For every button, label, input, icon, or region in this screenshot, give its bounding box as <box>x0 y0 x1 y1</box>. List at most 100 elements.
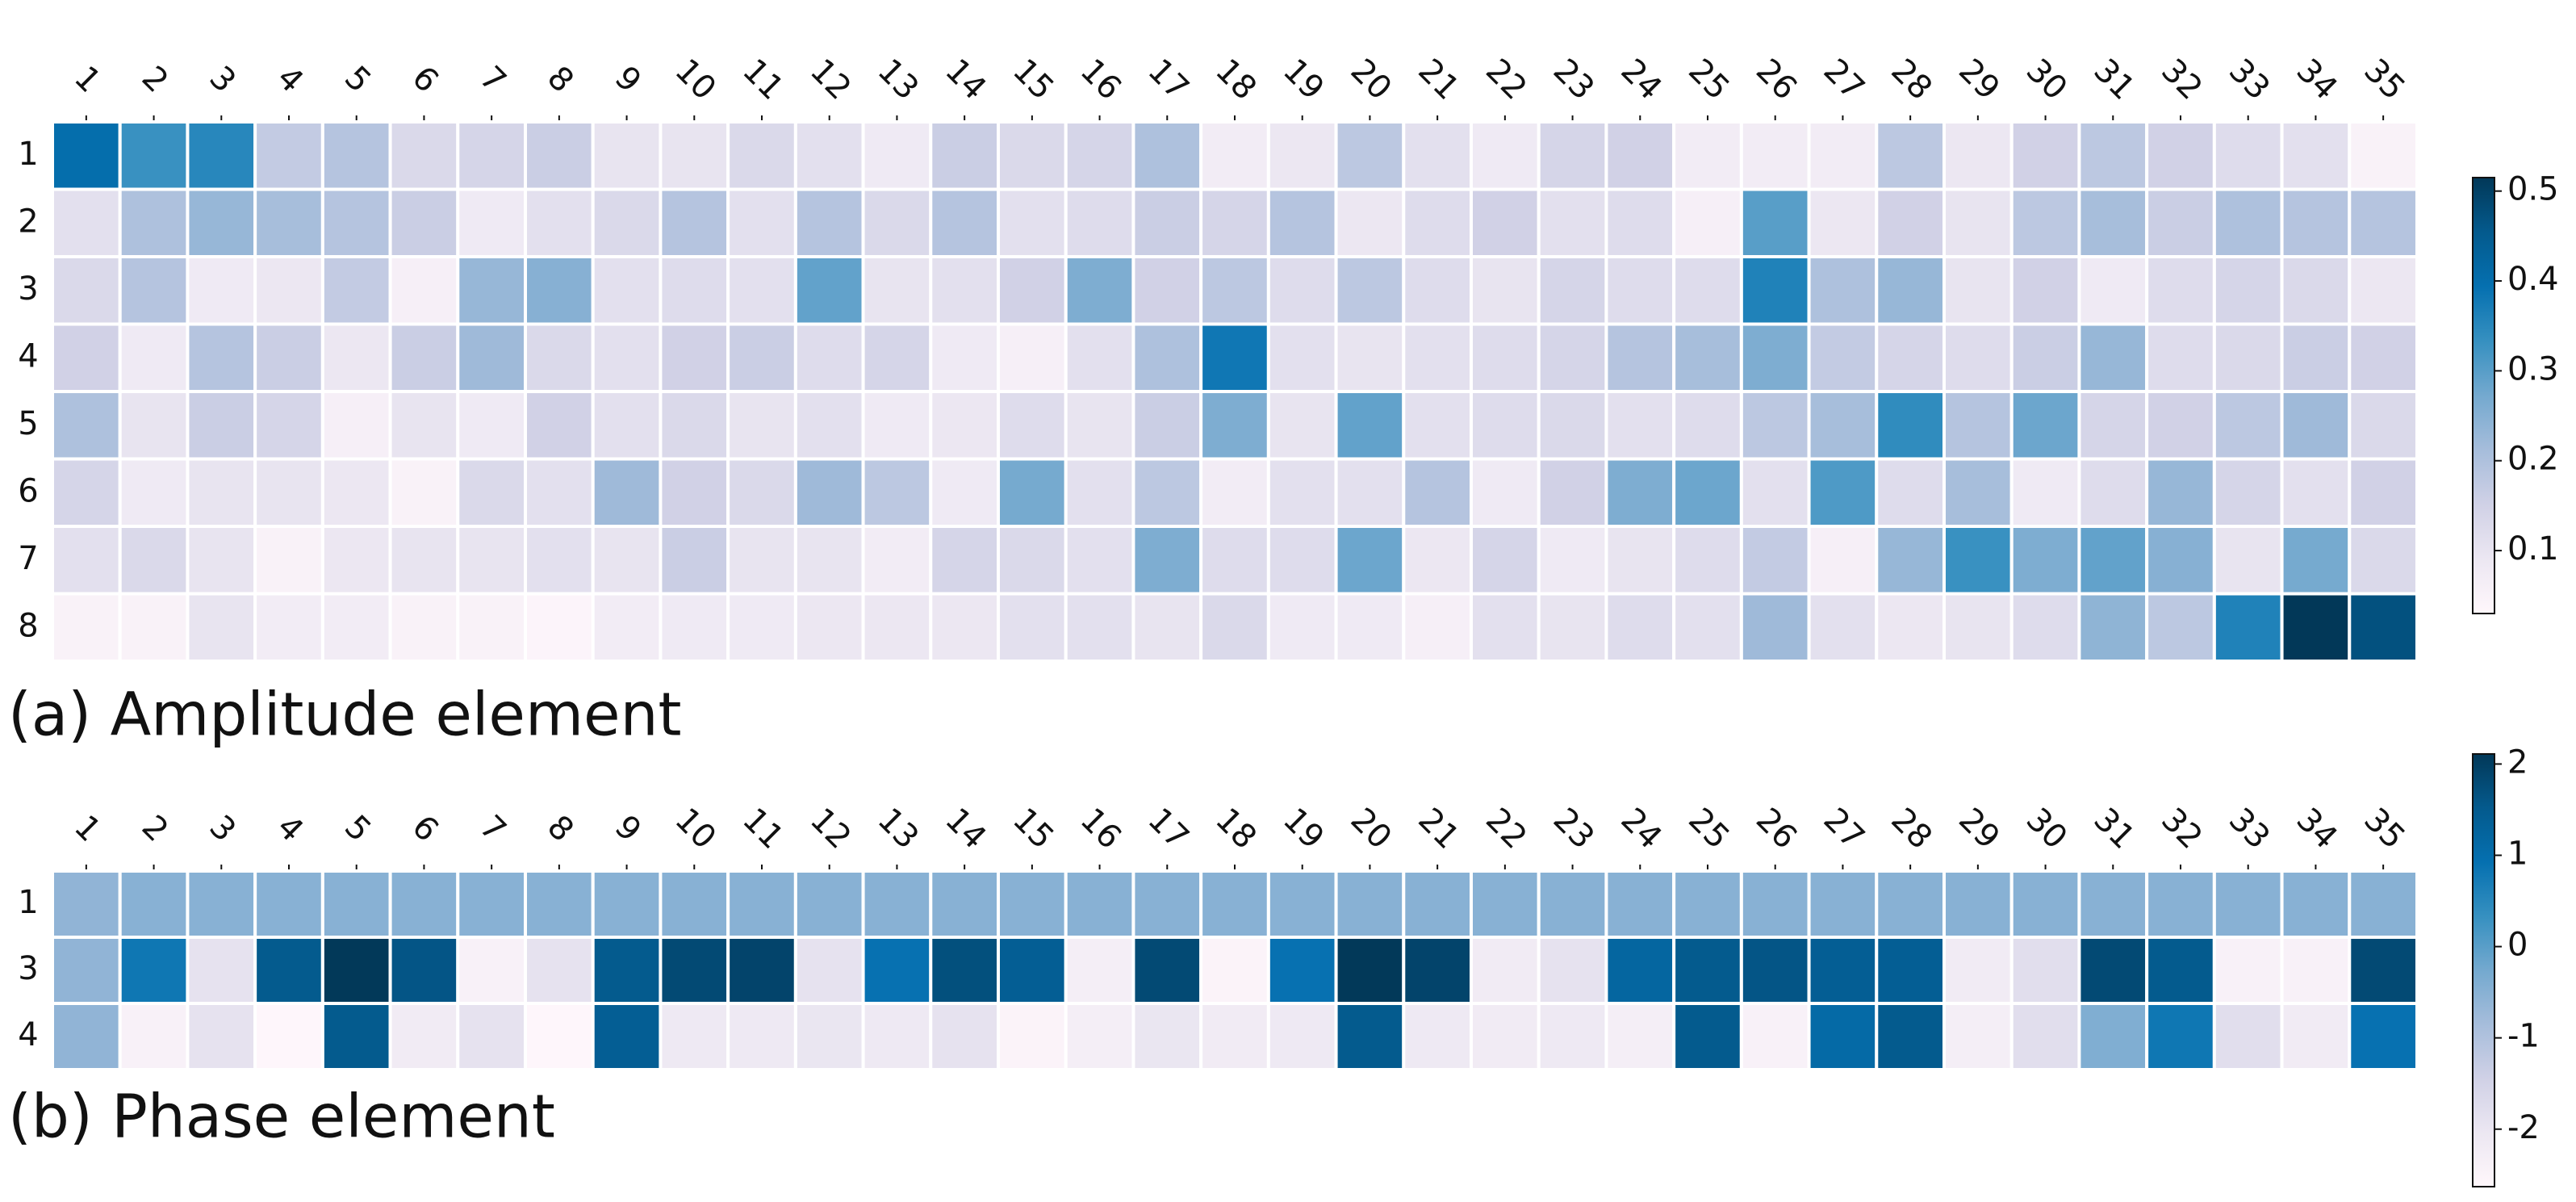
heatmap-cell <box>2145 120 2216 191</box>
heatmap-cell <box>2077 187 2149 258</box>
heatmap-cell <box>1942 457 2014 528</box>
heatmap-cell <box>2009 322 2081 393</box>
heatmap-cell <box>456 525 527 596</box>
heatmap-cell <box>1064 592 1135 663</box>
heatmap-cell <box>1604 1002 1676 1071</box>
heatmap-cell <box>1131 390 1203 461</box>
heatmap-cell <box>1604 390 1676 461</box>
heatmap-cell <box>1470 390 1541 461</box>
heatmap-cell <box>659 592 730 663</box>
heatmap-cell <box>1537 390 1608 461</box>
heatmap-cell <box>1537 869 1608 939</box>
column-label: 28 <box>1884 801 1939 856</box>
heatmap-cell <box>1672 322 1743 393</box>
heatmap-cell <box>1875 936 1946 1005</box>
heatmap-cell <box>2280 457 2352 528</box>
heatmap-cell <box>1875 255 1946 326</box>
heatmap-cell <box>793 322 865 393</box>
heatmap-cell <box>51 869 122 939</box>
heatmap-cell <box>1739 255 1811 326</box>
heatmap-cell <box>1064 525 1135 596</box>
heatmap-cell <box>1672 120 1743 191</box>
heatmap-cell <box>51 592 122 663</box>
heatmap-cell <box>1875 525 1946 596</box>
heatmap-cell <box>1672 525 1743 596</box>
heatmap-cell <box>1266 120 1338 191</box>
heatmap-cell <box>1470 120 1541 191</box>
column-label: 23 <box>1546 801 1602 856</box>
heatmap-cell <box>524 322 595 393</box>
heatmap-cell <box>524 457 595 528</box>
heatmap-cell <box>1131 592 1203 663</box>
column-label: 6 <box>405 808 446 849</box>
heatmap-cell <box>861 592 933 663</box>
heatmap-cell <box>2077 457 2149 528</box>
heatmap-cell <box>1807 255 1879 326</box>
heatmap-cell <box>2009 187 2081 258</box>
heatmap-cell <box>997 457 1068 528</box>
heatmap-cell <box>2212 1002 2284 1071</box>
heatmap-cell <box>2009 457 2081 528</box>
column-label: 32 <box>2154 801 2210 856</box>
heatmap-cell <box>1131 322 1203 393</box>
heatmap-cell <box>1672 869 1743 939</box>
column-label: 9 <box>608 808 649 849</box>
heatmap-cell <box>2077 592 2149 663</box>
heatmap-cell <box>1942 592 2014 663</box>
heatmap-cell <box>659 525 730 596</box>
heatmap-cell <box>793 390 865 461</box>
heatmap-cell <box>997 255 1068 326</box>
heatmap-cell <box>2212 322 2284 393</box>
heatmap-cell <box>456 592 527 663</box>
heatmap-cell <box>1334 1002 1406 1071</box>
heatmap-cell <box>1266 936 1338 1005</box>
heatmap-cell <box>861 187 933 258</box>
heatmap-cell <box>2348 255 2419 326</box>
heatmap-cell <box>1739 322 1811 393</box>
heatmap-cell <box>659 187 730 258</box>
heatmap-cell <box>2145 187 2216 258</box>
heatmap-cell <box>861 525 933 596</box>
heatmap-cell <box>1402 592 1474 663</box>
heatmap-cell <box>1470 457 1541 528</box>
heatmap-cell <box>1537 120 1608 191</box>
heatmap-cell <box>659 936 730 1005</box>
heatmap-cell <box>2009 869 2081 939</box>
heatmap-cell <box>253 869 324 939</box>
colorbar-tick-label: 0.5 <box>2507 171 2559 208</box>
column-label: 1 <box>67 808 108 849</box>
heatmap-cell <box>726 936 797 1005</box>
heatmap-cell <box>1875 322 1946 393</box>
heatmap-cell <box>2280 390 2352 461</box>
heatmap-cell <box>1266 187 1338 258</box>
heatmap-cell <box>388 390 460 461</box>
colorbar-tick-label: 2 <box>2507 743 2528 781</box>
heatmap-cell <box>997 390 1068 461</box>
heatmap-cell <box>1807 457 1879 528</box>
column-label: 33 <box>2222 52 2277 107</box>
heatmap-cell <box>861 936 933 1005</box>
heatmap-cell <box>2348 592 2419 663</box>
heatmap-cell <box>320 187 392 258</box>
heatmap-cell <box>320 525 392 596</box>
column-label: 22 <box>1478 801 1534 856</box>
heatmap-cell <box>1266 869 1338 939</box>
heatmap-cell <box>1807 390 1879 461</box>
heatmap-cell <box>1875 457 1946 528</box>
heatmap-cell <box>524 1002 595 1071</box>
heatmap-cell <box>2009 120 2081 191</box>
heatmap-cell <box>2212 255 2284 326</box>
heatmap-cell <box>2212 390 2284 461</box>
colorbar-tick-label: 1 <box>2507 836 2528 873</box>
heatmap-cell <box>591 869 663 939</box>
heatmap-cell <box>51 936 122 1005</box>
heatmap-cell <box>388 1002 460 1071</box>
heatmap-cell <box>793 525 865 596</box>
heatmap-cell <box>659 255 730 326</box>
heatmap-cell <box>118 869 190 939</box>
heatmap-cell <box>1470 592 1541 663</box>
heatmap-cell <box>929 390 1001 461</box>
heatmap-cell <box>2077 525 2149 596</box>
heatmap-cell <box>186 187 257 258</box>
